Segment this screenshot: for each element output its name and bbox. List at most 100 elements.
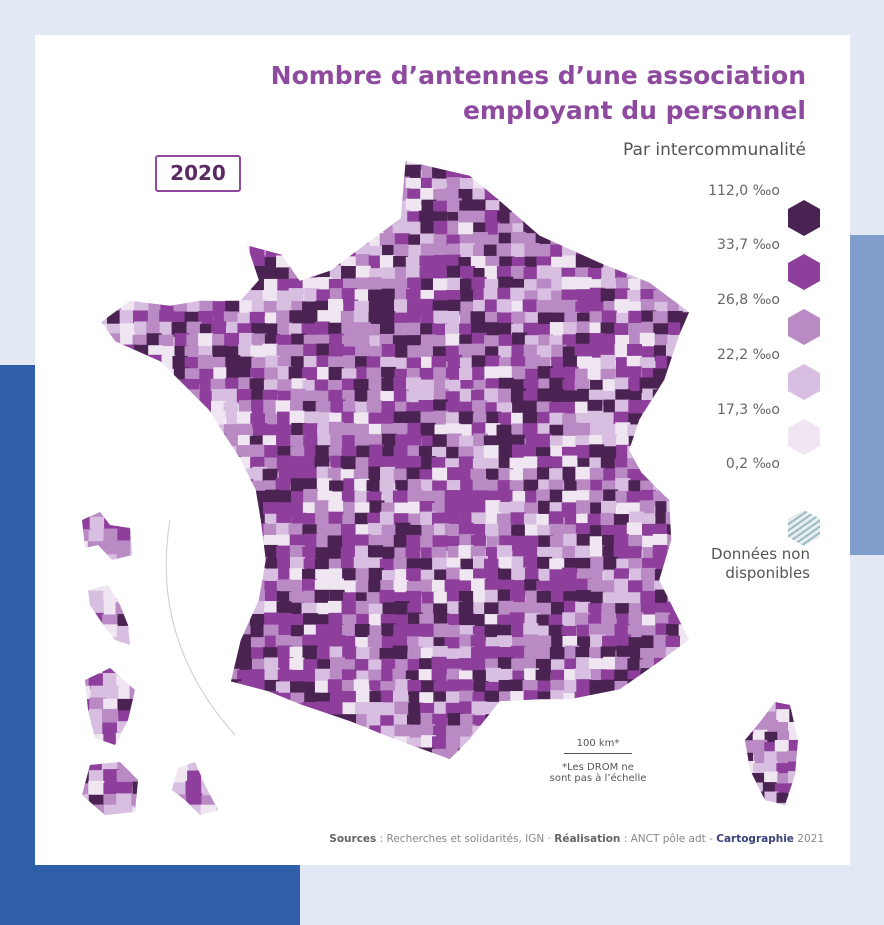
territory-cell [145, 770, 161, 786]
territory-cell [764, 803, 779, 805]
territory-cell [575, 714, 591, 730]
territory-cell [615, 199, 631, 215]
territory-cell [537, 388, 553, 404]
territory-cell [214, 600, 230, 616]
territory-cell [356, 445, 372, 461]
territory-cell [188, 723, 204, 739]
territory-cell [160, 747, 176, 763]
territory-cell [264, 736, 280, 752]
territory-cell [186, 542, 202, 558]
territory-cell [678, 176, 690, 192]
territory-cell [107, 377, 123, 393]
territory-cell [459, 367, 475, 383]
territory-cell [132, 529, 148, 545]
territory-cell [160, 721, 176, 737]
territory-cell [210, 535, 226, 551]
territory-cell [627, 625, 643, 641]
territory-cell [107, 244, 123, 260]
territory-cell [200, 589, 216, 605]
territory-cell [213, 692, 229, 708]
territory-cell [185, 255, 201, 271]
territory-cell [211, 277, 227, 293]
territory-cell [173, 612, 189, 628]
territory-cell [214, 735, 230, 751]
territory-cell [85, 732, 91, 745]
territory-cell [188, 696, 204, 712]
territory-cell [224, 189, 240, 205]
territory-cell [694, 379, 709, 394]
territory-cell [216, 782, 232, 798]
territory-cell [215, 602, 231, 618]
scale-label: 100 km* [576, 738, 620, 749]
territory-cell [173, 570, 189, 586]
territory-cell [653, 211, 669, 227]
territory-cell [381, 411, 397, 427]
territory-cell [172, 591, 188, 607]
territory-cell [130, 722, 146, 738]
territory-cell [159, 734, 175, 750]
territory-cell [107, 265, 123, 281]
territory-cell [215, 734, 231, 750]
territory-cell [301, 736, 317, 752]
territory-cell [535, 714, 551, 730]
territory-cell [158, 517, 174, 533]
territory-cell [577, 234, 593, 250]
territory-cell [680, 188, 690, 204]
territory-cell [74, 613, 90, 629]
territory-cell [236, 590, 252, 606]
territory-cell [120, 265, 136, 281]
territory-cell [420, 187, 436, 203]
territory-cell [314, 500, 330, 516]
territory-cell [640, 231, 656, 247]
territory-cell [133, 648, 149, 664]
scale-note: *Les DROM ne [562, 762, 634, 773]
territory-cell [173, 504, 189, 520]
territory-cell [263, 232, 279, 248]
territory-cell [447, 467, 463, 483]
territory-cell [100, 558, 110, 574]
territory-cell [121, 513, 137, 529]
territory-cell [288, 221, 304, 237]
territory-cell [187, 674, 203, 690]
territory-cell [613, 221, 629, 237]
territory-cell [186, 601, 202, 617]
territory-cell [420, 536, 436, 552]
territory-cell [304, 287, 320, 303]
territory-cell [88, 780, 105, 797]
territory-cell [774, 740, 789, 755]
territory-cell [122, 569, 138, 585]
territory-cell [642, 265, 658, 281]
territory-cell [215, 782, 231, 798]
territory-cell [200, 589, 216, 605]
territory-cell [510, 265, 526, 281]
territory-cell [538, 535, 554, 551]
territory-cell [132, 709, 148, 725]
territory-cell [214, 565, 230, 581]
territory-cell [277, 669, 293, 685]
territory-cell [131, 673, 147, 689]
territory-cell [406, 390, 422, 406]
territory-cell [304, 533, 320, 549]
territory-cell [216, 638, 232, 654]
territory-cell [108, 345, 124, 361]
territory-cell [431, 656, 447, 672]
territory-cell [200, 762, 217, 774]
territory-cell [160, 564, 176, 580]
territory-cell [186, 334, 202, 350]
territory-cell [214, 674, 230, 690]
territory-cell [116, 744, 132, 760]
territory-cell [496, 160, 512, 172]
territory-cell [121, 444, 137, 460]
territory-cell [236, 160, 252, 170]
territory-cell [202, 624, 218, 640]
territory-cell [158, 674, 174, 690]
territory-cell [117, 651, 133, 667]
territory-cell [201, 699, 217, 715]
territory-cell [693, 313, 708, 328]
territory-cell [681, 412, 690, 428]
territory-cell [328, 366, 344, 382]
territory-cell [133, 681, 149, 697]
territory-cell [745, 719, 755, 734]
territory-cell [75, 566, 91, 582]
territory-cell [130, 588, 146, 604]
